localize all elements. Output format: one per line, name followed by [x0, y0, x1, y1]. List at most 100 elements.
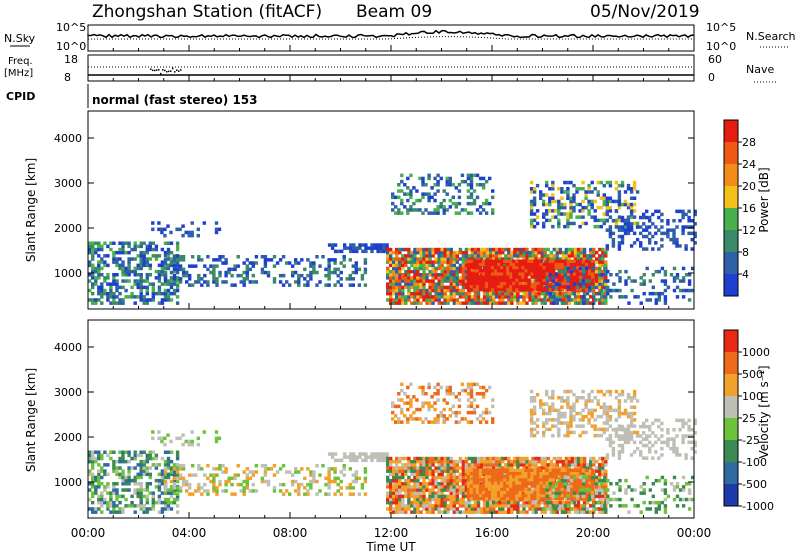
velocity-cell: [349, 455, 353, 459]
power-cell: [437, 279, 441, 283]
power-cell: [354, 270, 358, 275]
power-cell: [401, 263, 405, 268]
velocity-cell: [339, 470, 343, 474]
velocity-cell: [398, 500, 402, 505]
power-cell: [166, 224, 170, 228]
power-cell: [449, 269, 453, 274]
velocity-cell: [443, 494, 447, 499]
velocity-cell: [419, 497, 423, 502]
power-cell: [410, 295, 414, 299]
power-cell: [529, 212, 534, 216]
power-cell: [623, 224, 628, 229]
nave-dot: [174, 71, 176, 73]
velocity-cell: [504, 504, 508, 508]
velocity-cell: [407, 475, 411, 480]
power-cell: [413, 257, 417, 261]
velocity-cell: [437, 482, 441, 486]
velocity-cell: [342, 473, 346, 477]
velocity-cell: [370, 452, 374, 456]
power-cell: [315, 283, 319, 287]
power-cell: [531, 279, 535, 283]
power-cell: [617, 205, 622, 210]
power-cell: [145, 260, 149, 264]
velocity-cell: [221, 489, 225, 493]
velocity-cell: [166, 466, 171, 470]
power-cell: [629, 215, 634, 219]
power-cell: [660, 291, 665, 296]
velocity-cell: [598, 485, 602, 489]
power-cell: [504, 263, 508, 268]
velocity-cell: [349, 452, 353, 456]
velocity-cell: [395, 491, 399, 495]
velocity-cell: [469, 496, 474, 501]
velocity-cell: [545, 496, 549, 501]
power-cell: [551, 276, 555, 280]
velocity-cell: [540, 466, 544, 470]
power-cell: [642, 282, 646, 286]
velocity-cell: [169, 466, 174, 470]
velocity-cell: [395, 478, 399, 483]
power-cell: [584, 205, 588, 210]
power-cell: [509, 275, 513, 279]
power-cell: [527, 287, 531, 292]
power-cell: [572, 262, 577, 267]
power-cell: [336, 280, 340, 284]
velocity-cell: [551, 468, 555, 472]
power-cell: [575, 187, 579, 191]
power-cell: [542, 224, 546, 229]
power-cell: [248, 261, 252, 265]
power-cell: [584, 272, 589, 276]
power-cell: [587, 209, 591, 213]
power-cell: [434, 266, 438, 271]
power-cell: [473, 291, 478, 296]
velocity-cell: [489, 459, 493, 464]
power-cell: [352, 249, 356, 254]
velocity-cell: [139, 504, 143, 508]
velocity-cell: [521, 487, 525, 491]
power-cell: [455, 269, 459, 274]
velocity-cell: [592, 504, 596, 508]
power-cell: [624, 282, 628, 286]
power-cell: [566, 295, 571, 299]
velocity-cell: [466, 481, 471, 485]
power-cell: [330, 258, 334, 262]
velocity-cell: [458, 504, 463, 508]
power-cell: [478, 265, 483, 270]
power-cell: [333, 270, 337, 275]
power-cell: [100, 244, 104, 249]
velocity-cell: [109, 456, 113, 461]
power-cell: [529, 202, 534, 207]
velocity-cell: [398, 491, 402, 495]
power-cell: [436, 183, 440, 187]
power-cell: [376, 243, 380, 247]
power-cell: [433, 176, 437, 181]
freq-tick-bottom: 8: [64, 71, 71, 84]
velocity-cell: [392, 478, 396, 483]
colorbar-segment: [724, 230, 738, 252]
velocity-cell: [376, 452, 380, 456]
power-cell: [351, 277, 355, 281]
power-cell: [484, 268, 489, 273]
velocity-cell: [269, 467, 274, 471]
power-cell: [166, 241, 171, 245]
velocity-cell: [389, 463, 393, 467]
velocity-cell: [303, 476, 307, 481]
power-cell: [422, 266, 426, 271]
power-cell: [389, 291, 393, 296]
power-cell: [500, 272, 504, 276]
power-cell: [521, 262, 525, 267]
velocity-cell: [461, 500, 466, 505]
velocity-cell: [601, 472, 605, 477]
velocity-cell: [437, 485, 441, 489]
power-cell: [297, 277, 301, 281]
velocity-cell: [401, 485, 405, 489]
power-cell: [651, 247, 655, 251]
velocity-cell: [163, 482, 168, 487]
velocity-cell: [551, 471, 555, 476]
power-cell: [584, 259, 589, 263]
velocity-cell: [266, 467, 271, 471]
power-cell: [481, 262, 486, 267]
velocity-cell: [389, 497, 393, 502]
beam-label: Beam 09: [356, 2, 432, 22]
